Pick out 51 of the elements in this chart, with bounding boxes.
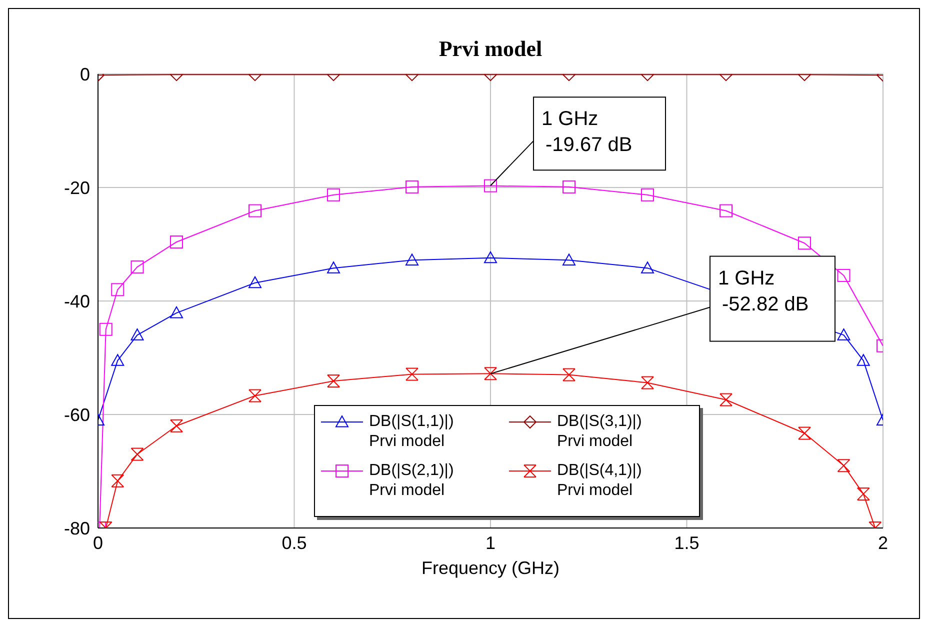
x-tick-label: 2 — [878, 532, 888, 553]
y-tick-label: -80 — [64, 518, 90, 538]
point — [798, 426, 811, 440]
y-tick-label: -60 — [64, 404, 90, 425]
x-tick-label: 1 — [485, 532, 496, 553]
point — [111, 354, 124, 366]
point — [720, 393, 732, 406]
legend-label: DB(|S(2,1)|) Prvi model — [369, 461, 454, 501]
point — [248, 389, 262, 402]
point — [406, 180, 418, 194]
point — [406, 254, 418, 266]
legend-label: DB(|S(4,1)|) Prvi model — [557, 461, 642, 501]
point — [484, 179, 497, 192]
point — [641, 262, 654, 274]
point — [170, 235, 183, 248]
point — [562, 368, 576, 382]
point — [170, 419, 183, 432]
point — [484, 367, 497, 380]
legend-label: DB(|S(3,1)|) Prvi model — [557, 412, 642, 452]
point — [327, 374, 340, 388]
annotation: 1 GHz -19.67 dB — [542, 108, 632, 156]
point — [248, 276, 262, 288]
y-tick-label: -20 — [64, 178, 90, 198]
x-tick-label: 0.5 — [282, 532, 307, 553]
point — [99, 322, 112, 336]
point — [641, 376, 654, 390]
point — [856, 354, 870, 366]
x-axis-title: Frequency (GHz) — [421, 558, 560, 578]
y-tick-label: -40 — [64, 291, 90, 312]
y-tick-label: 0 — [80, 64, 90, 84]
point — [406, 368, 418, 381]
chart-title: Prvi model — [438, 36, 542, 61]
legend-label: DB(|S(1,1)|) Prvi model — [369, 412, 454, 452]
point — [720, 204, 732, 218]
annotation: 1 GHz -52.82 dB — [718, 267, 809, 316]
point — [327, 188, 340, 202]
point — [130, 328, 144, 340]
point — [111, 283, 124, 296]
point — [130, 260, 144, 274]
point — [837, 268, 850, 282]
point — [248, 204, 262, 218]
point — [562, 254, 576, 266]
point — [327, 262, 340, 274]
point — [170, 306, 183, 318]
point — [562, 180, 576, 194]
x-tick-label: 1.5 — [674, 532, 700, 553]
x-tick-label: 0 — [92, 532, 104, 553]
point — [837, 328, 850, 340]
point — [798, 236, 811, 250]
point — [484, 251, 497, 264]
point — [641, 188, 654, 202]
